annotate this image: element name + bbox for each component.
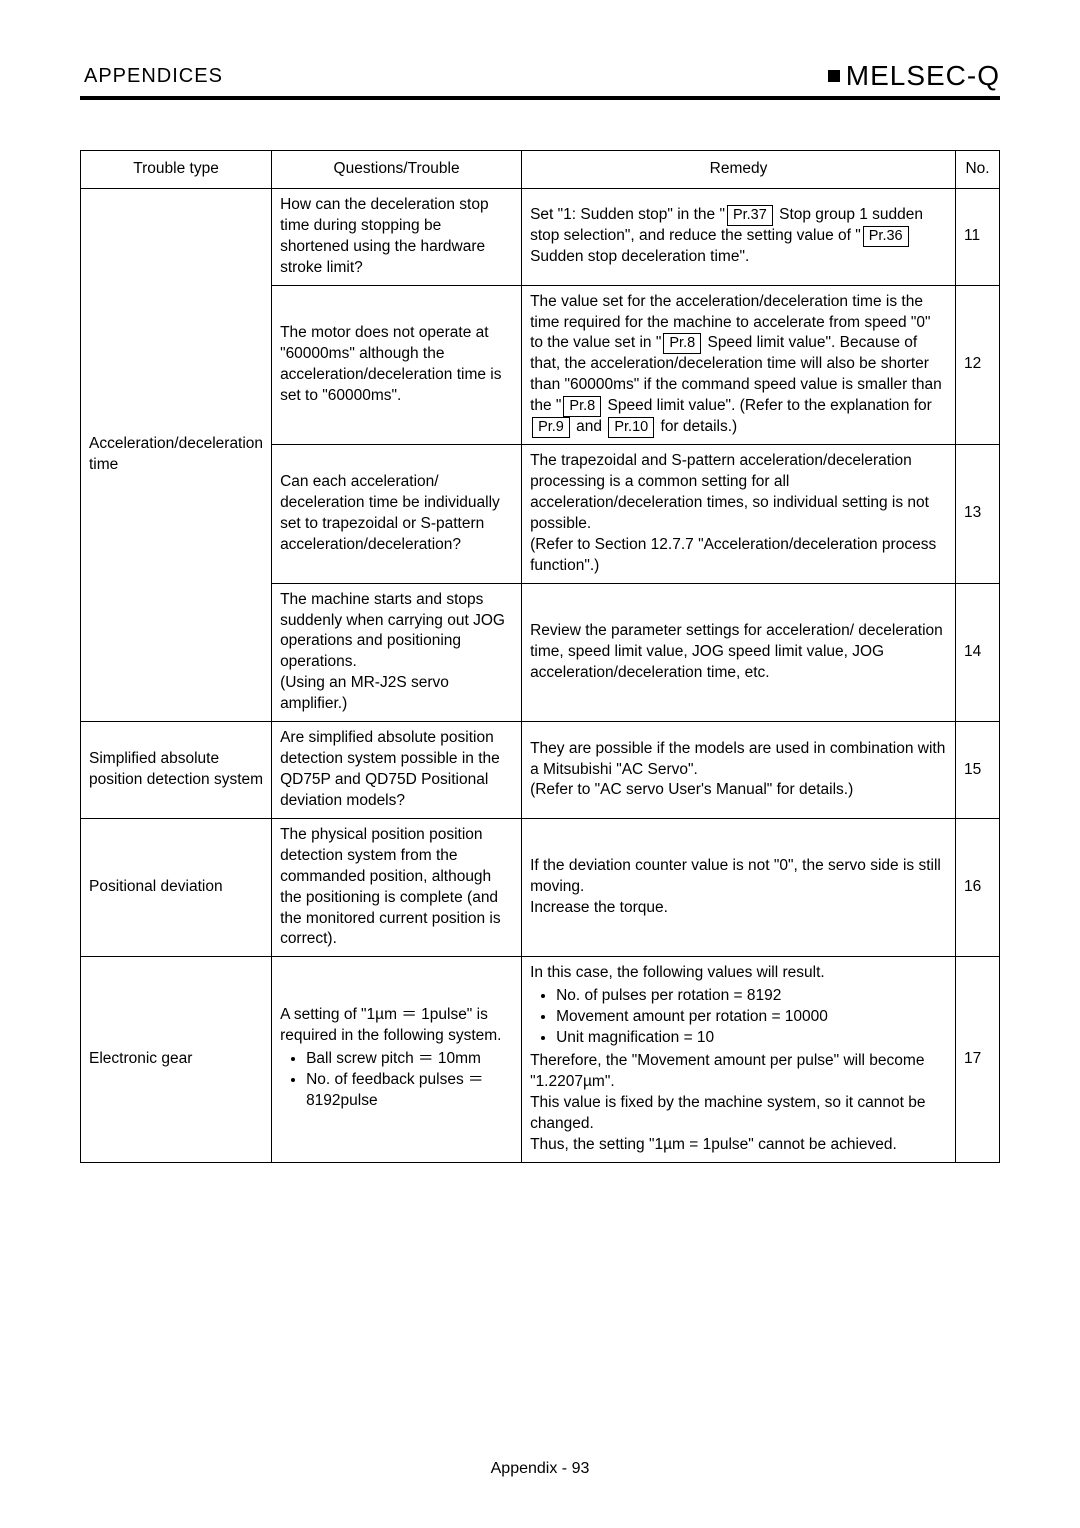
no-17: 17 [956, 957, 1000, 1162]
trouble-gear: Electronic gear [81, 957, 272, 1162]
pr-36-box: Pr.36 [863, 226, 909, 247]
trouble-accel: Acceleration/deceleration time [81, 188, 272, 721]
remedy-14: Review the parameter settings for accele… [522, 583, 956, 722]
r17-b2: Movement amount per rotation = 10000 [556, 1007, 947, 1028]
r17-b1: No. of pulses per rotation = 8192 [556, 986, 947, 1007]
r17-post: Therefore, the "Movement amount per puls… [530, 1051, 947, 1156]
question-12: The motor does not operate at "60000ms" … [272, 285, 522, 444]
pr-37-box: Pr.37 [727, 205, 773, 226]
q17-b2: No. of feedback pulses ＝ 8192pulse [306, 1070, 513, 1112]
th-trouble: Trouble type [81, 151, 272, 189]
remedy-11: Set "1: Sudden stop" in the "Pr.37 Stop … [522, 188, 956, 285]
trouble-abs: Simplified absolute position detection s… [81, 722, 272, 819]
troubleshoot-table: Trouble type Questions/Trouble Remedy No… [80, 150, 1000, 1163]
remedy-13: The trapezoidal and S-pattern accelerati… [522, 445, 956, 584]
pr-9-box: Pr.9 [532, 417, 570, 438]
q17-bullets: Ball screw pitch ＝ 10mm No. of feedback … [280, 1049, 513, 1112]
remedy-11-c: Sudden stop deceleration time". [530, 248, 749, 265]
remedy-12-e: for details.) [656, 418, 737, 435]
question-16: The physical position position detection… [272, 818, 522, 957]
no-13: 13 [956, 445, 1000, 584]
header-left: APPENDICES [80, 65, 223, 94]
question-14: The machine starts and stops suddenly wh… [272, 583, 522, 722]
no-12: 12 [956, 285, 1000, 444]
remedy-12-c: Speed limit value". (Refer to the explan… [603, 397, 932, 414]
pr-8a-box: Pr.8 [663, 333, 701, 354]
question-17: A setting of "1µm ＝ 1pulse" is required … [272, 957, 522, 1162]
remedy-17: In this case, the following values will … [522, 957, 956, 1162]
question-13: Can each acceleration/ deceleration time… [272, 445, 522, 584]
r17-pre: In this case, the following values will … [530, 963, 947, 984]
no-16: 16 [956, 818, 1000, 957]
question-11: How can the deceleration stop time durin… [272, 188, 522, 285]
table-row: Electronic gear A setting of "1µm ＝ 1pul… [81, 957, 1000, 1162]
q17-b1: Ball screw pitch ＝ 10mm [306, 1049, 513, 1070]
page-footer: Appendix - 93 [0, 1460, 1080, 1478]
pr-10-box: Pr.10 [608, 417, 654, 438]
remedy-12-d: and [572, 418, 606, 435]
pr-8b-box: Pr.8 [563, 396, 601, 417]
no-14: 14 [956, 583, 1000, 722]
bullet-icon [828, 70, 840, 82]
r17-bullets: No. of pulses per rotation = 8192 Moveme… [530, 986, 947, 1049]
table-row: Acceleration/deceleration time How can t… [81, 188, 1000, 285]
trouble-posdev: Positional deviation [81, 818, 272, 957]
page-header: APPENDICES MELSEC-Q [80, 60, 1000, 100]
remedy-12: The value set for the acceleration/decel… [522, 285, 956, 444]
remedy-11-a: Set "1: Sudden stop" in the " [530, 206, 725, 223]
no-11: 11 [956, 188, 1000, 285]
th-question: Questions/Trouble [272, 151, 522, 189]
header-right-text: MELSEC-Q [846, 60, 1000, 92]
header-right: MELSEC-Q [828, 60, 1000, 94]
remedy-16: If the deviation counter value is not "0… [522, 818, 956, 957]
th-no: No. [956, 151, 1000, 189]
question-15: Are simplified absolute position detecti… [272, 722, 522, 819]
no-15: 15 [956, 722, 1000, 819]
r17-b3: Unit magnification = 10 [556, 1028, 947, 1049]
q17-pre: A setting of "1µm ＝ 1pulse" is required … [280, 1005, 513, 1047]
th-remedy: Remedy [522, 151, 956, 189]
remedy-15: They are possible if the models are used… [522, 722, 956, 819]
table-row: Positional deviation The physical positi… [81, 818, 1000, 957]
table-row: Simplified absolute position detection s… [81, 722, 1000, 819]
